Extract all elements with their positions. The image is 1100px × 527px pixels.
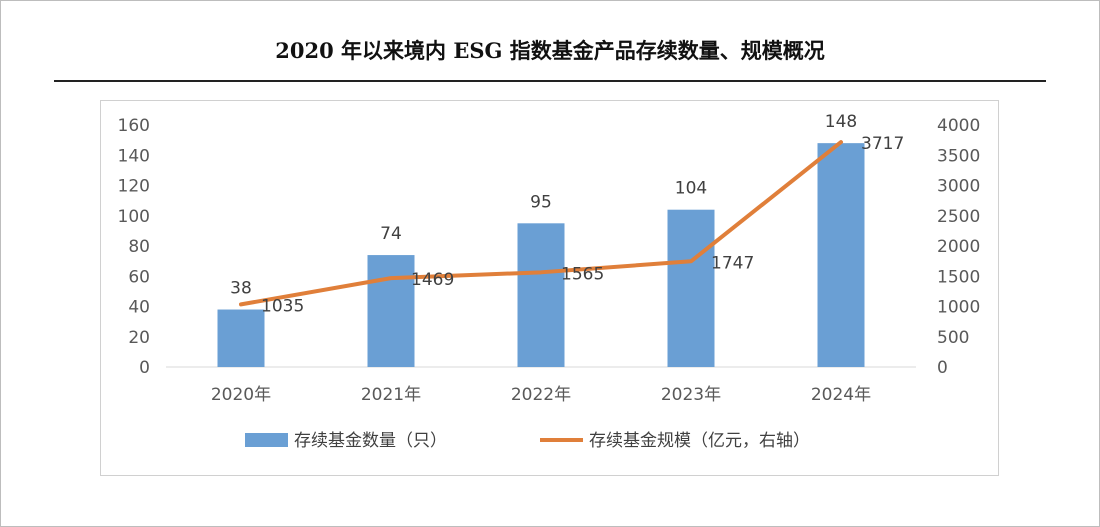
- y-right-tick-label: 500: [937, 328, 969, 348]
- y-left-tick-label: 120: [118, 177, 150, 197]
- y-right-tick-label: 4000: [937, 116, 980, 136]
- x-tick-label: 2022年: [511, 385, 571, 405]
- bar-data-label: 148: [825, 112, 857, 132]
- y-right-tick-label: 2500: [937, 207, 980, 227]
- y-left-tick-label: 20: [128, 328, 150, 348]
- x-tick-label: 2020年: [211, 385, 271, 405]
- y-left-tick-label: 100: [118, 207, 150, 227]
- bar: [367, 255, 415, 367]
- x-tick-label: 2021年: [361, 385, 421, 405]
- y-left-tick-label: 80: [128, 237, 150, 257]
- line-data-label: 1469: [411, 270, 454, 290]
- bar-data-label: 95: [530, 192, 552, 212]
- y-right-tick-label: 3000: [937, 177, 980, 197]
- y-left-tick-label: 140: [118, 146, 150, 166]
- bar-data-label: 74: [380, 224, 402, 244]
- y-right-tick-label: 2000: [937, 237, 980, 257]
- bar-data-label: 38: [230, 279, 252, 299]
- line-data-label: 1035: [261, 296, 304, 316]
- chart-title: 2020 年以来境内 ESG 指数基金产品存续数量、规模概况: [275, 38, 825, 63]
- y-left-tick-label: 60: [128, 267, 150, 287]
- bar: [667, 209, 715, 367]
- y-right-tick-label: 1000: [937, 298, 980, 318]
- y-right-tick-label: 3500: [937, 146, 980, 166]
- x-tick-label: 2024年: [811, 385, 871, 405]
- line-data-label: 1747: [711, 253, 754, 273]
- y-left-tick-label: 40: [128, 298, 150, 318]
- y-right-tick-label: 0: [937, 358, 948, 378]
- legend-bar-swatch: [245, 433, 288, 447]
- y-left-tick-label: 160: [118, 116, 150, 136]
- y-right-tick-label: 1500: [937, 267, 980, 287]
- bar: [817, 143, 865, 367]
- bar: [517, 223, 565, 367]
- bar-data-label: 104: [675, 179, 707, 199]
- bar: [217, 309, 265, 367]
- legend-bar-label: 存续基金数量（只）: [294, 431, 447, 451]
- line-data-label: 3717: [861, 134, 904, 154]
- title-rule: [54, 80, 1046, 82]
- line-data-label: 1565: [561, 264, 604, 284]
- x-tick-label: 2023年: [661, 385, 721, 405]
- legend-line-label: 存续基金规模（亿元，右轴）: [589, 431, 810, 451]
- y-left-tick-label: 0: [139, 358, 150, 378]
